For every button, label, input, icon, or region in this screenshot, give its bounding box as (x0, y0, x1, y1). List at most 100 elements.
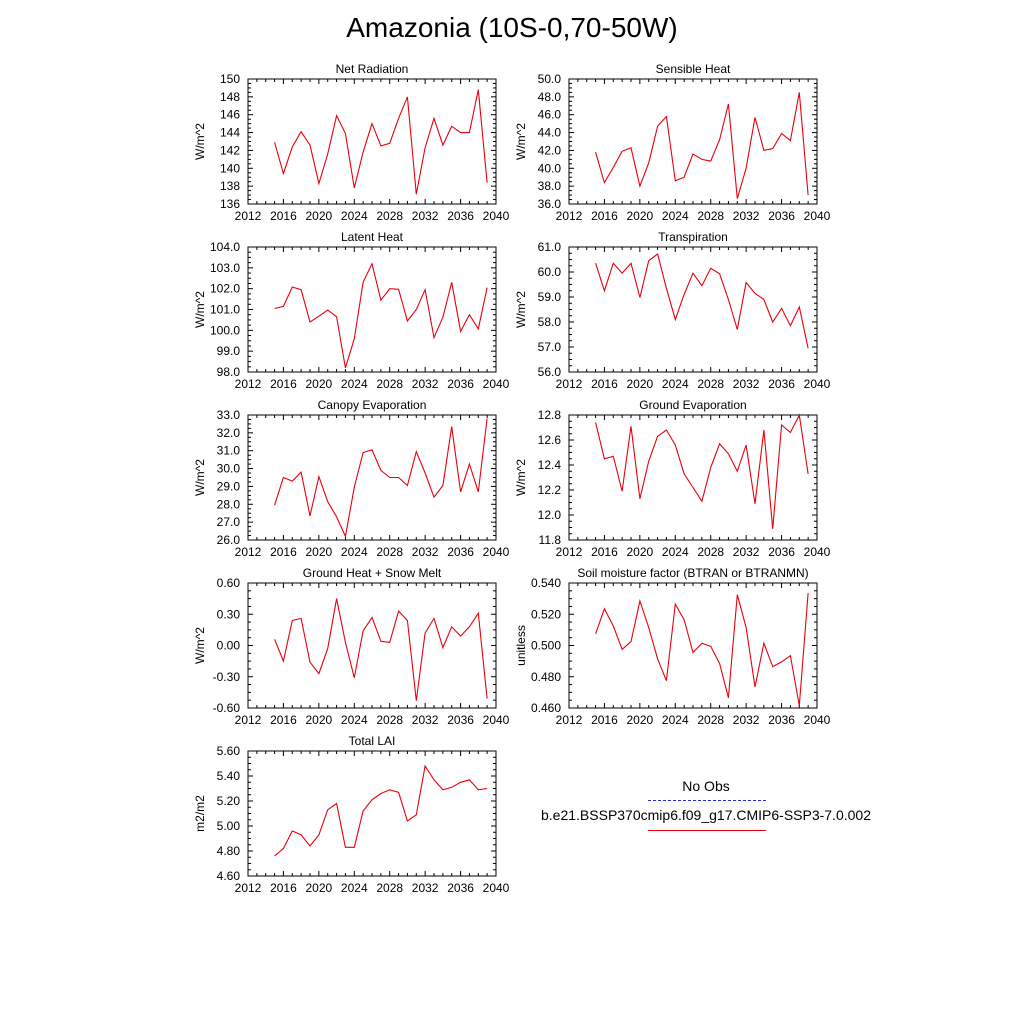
x-tick-label: 2012 (556, 545, 583, 559)
y-axis-label: W/m^2 (193, 291, 207, 328)
y-tick-label: 5.00 (217, 819, 241, 833)
x-tick-label: 2036 (768, 545, 795, 559)
y-tick-label: 5.20 (217, 794, 241, 808)
y-tick-label: 12.2 (538, 483, 562, 497)
x-tick-label: 2020 (306, 209, 333, 223)
x-tick-label: 2020 (306, 881, 333, 895)
y-axis-label: unitless (514, 625, 528, 666)
y-tick-label: 12.0 (538, 508, 562, 522)
x-tick-label: 2036 (447, 377, 474, 391)
x-tick-label: 2028 (376, 377, 403, 391)
y-tick-label: 40.0 (538, 161, 562, 175)
x-tick-label: 2032 (412, 545, 439, 559)
chart-title: Latent Heat (341, 230, 404, 244)
y-tick-label: 38.0 (538, 179, 562, 193)
y-tick-label: 44.0 (538, 126, 562, 140)
x-tick-label: 2032 (733, 713, 760, 727)
y-tick-label: 99.0 (217, 344, 241, 358)
x-tick-label: 2032 (412, 713, 439, 727)
y-tick-label: 0.480 (531, 670, 561, 684)
x-tick-label: 2024 (341, 881, 368, 895)
y-tick-label: 148 (220, 90, 240, 104)
chart-panel-9: Total LAI m2/m2 2012 2016 2020 2024 2028 2032 20… (193, 734, 510, 895)
x-tick-label: 2040 (804, 545, 831, 559)
chart-panel-5: Canopy Evaporation W/m^2 2012 2016 2020 2024 2… (193, 398, 510, 559)
x-tick-label: 2020 (306, 377, 333, 391)
chart-panel-8: Soil moisture factor (BTRAN or BTRANMN) u… (514, 566, 831, 727)
y-tick-label: 5.40 (217, 769, 241, 783)
y-tick-label: 142 (220, 143, 240, 157)
x-tick-label: 2024 (341, 713, 368, 727)
y-tick-label: 0.60 (217, 576, 241, 590)
x-tick-label: 2028 (697, 545, 724, 559)
x-tick-label: 2036 (447, 881, 474, 895)
series-line (274, 764, 488, 857)
y-axis-label: W/m^2 (514, 291, 528, 328)
y-axis-label: W/m^2 (193, 123, 207, 160)
chart-title: Ground Evaporation (639, 398, 746, 412)
x-tick-label: 2016 (270, 881, 297, 895)
chart-panel-6: Ground Evaporation W/m^2 2012 2016 2020 2024 2… (514, 398, 831, 559)
y-tick-label: 12.4 (538, 458, 562, 472)
series-line (274, 89, 488, 195)
x-tick-label: 2032 (733, 545, 760, 559)
y-tick-label: 58.0 (538, 315, 562, 329)
y-tick-label: 0.00 (217, 639, 241, 653)
plot-frame (568, 582, 818, 709)
y-tick-label: 36.0 (538, 197, 562, 211)
y-tick-label: 101.0 (210, 303, 240, 317)
x-tick-label: 2040 (483, 545, 510, 559)
y-tick-label: 0.520 (531, 607, 561, 621)
x-tick-label: 2012 (556, 377, 583, 391)
y-tick-label: 138 (220, 179, 240, 193)
x-tick-label: 2032 (412, 209, 439, 223)
plot-frame (247, 750, 497, 877)
y-tick-label: 28.0 (217, 497, 241, 511)
legend-model-line (648, 830, 766, 831)
series-line (274, 262, 488, 368)
x-tick-label: 2028 (697, 713, 724, 727)
y-tick-label: 150 (220, 72, 240, 86)
x-tick-label: 2040 (804, 377, 831, 391)
x-tick-label: 2020 (627, 545, 654, 559)
y-tick-label: 144 (220, 126, 240, 140)
y-axis-label: W/m^2 (514, 123, 528, 160)
y-axis-label: W/m^2 (193, 627, 207, 664)
y-tick-label: 46.0 (538, 108, 562, 122)
plot-frame (568, 414, 818, 541)
plot-frame (568, 78, 818, 205)
chart-panel-4: Transpiration W/m^2 2012 2016 2020 2024 2028 20… (514, 230, 831, 391)
x-tick-label: 2024 (662, 209, 689, 223)
x-tick-label: 2028 (376, 209, 403, 223)
y-axis-label: W/m^2 (514, 459, 528, 496)
x-tick-label: 2028 (376, 545, 403, 559)
x-tick-label: 2012 (235, 713, 262, 727)
x-tick-label: 2028 (376, 881, 403, 895)
y-tick-label: 100.0 (210, 323, 240, 337)
y-axis-label: m2/m2 (193, 795, 207, 832)
x-tick-label: 2040 (483, 713, 510, 727)
x-tick-label: 2024 (341, 545, 368, 559)
x-tick-label: 2032 (733, 209, 760, 223)
x-tick-label: 2020 (627, 377, 654, 391)
x-tick-label: 2036 (768, 713, 795, 727)
x-tick-label: 2040 (483, 881, 510, 895)
y-tick-label: 30.0 (217, 462, 241, 476)
legend-obs-line (648, 800, 766, 801)
figure-title: Amazonia (10S-0,70-50W) (346, 12, 678, 43)
x-tick-label: 2032 (733, 377, 760, 391)
x-tick-label: 2016 (270, 713, 297, 727)
y-tick-label: 0.540 (531, 576, 561, 590)
plot-frame (247, 582, 497, 709)
chart-title: Ground Heat + Snow Melt (303, 566, 442, 580)
x-tick-label: 2024 (662, 713, 689, 727)
x-tick-label: 2036 (447, 713, 474, 727)
y-tick-label: 104.0 (210, 240, 240, 254)
series-line (595, 413, 809, 529)
y-tick-label: 56.0 (538, 365, 562, 379)
y-axis-label: W/m^2 (193, 459, 207, 496)
x-tick-label: 2012 (235, 377, 262, 391)
x-tick-label: 2016 (591, 713, 618, 727)
x-tick-label: 2032 (412, 881, 439, 895)
